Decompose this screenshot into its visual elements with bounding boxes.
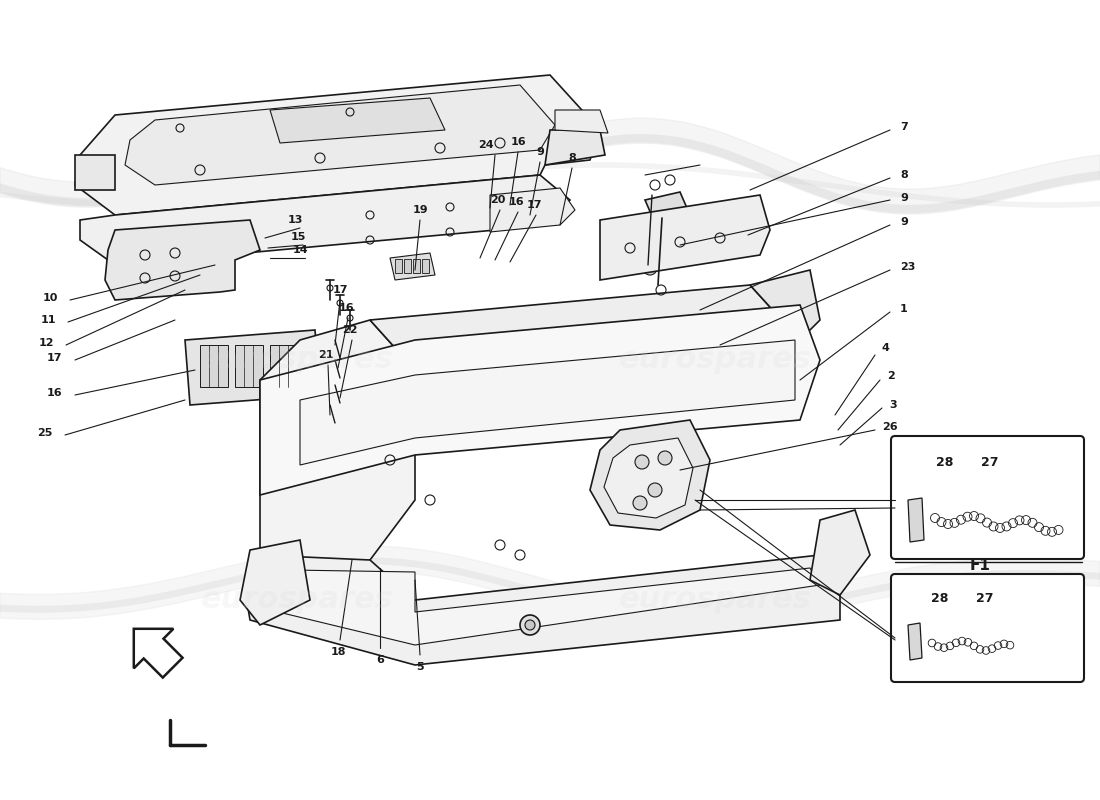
Text: 9: 9 [900, 217, 908, 227]
Polygon shape [600, 195, 770, 280]
Text: 17: 17 [332, 285, 348, 295]
Circle shape [644, 261, 657, 275]
Polygon shape [80, 175, 570, 265]
Polygon shape [260, 305, 820, 495]
Text: 14: 14 [293, 245, 308, 255]
Text: 19: 19 [412, 205, 428, 215]
Polygon shape [590, 420, 710, 530]
FancyBboxPatch shape [891, 574, 1084, 682]
Text: 13: 13 [287, 215, 303, 225]
Polygon shape [300, 340, 795, 465]
Circle shape [525, 620, 535, 630]
Polygon shape [125, 85, 556, 185]
Text: 24: 24 [478, 140, 494, 150]
Circle shape [632, 496, 647, 510]
Text: eurospares: eurospares [200, 586, 394, 614]
Polygon shape [185, 330, 320, 405]
Polygon shape [270, 568, 820, 645]
Text: 26: 26 [882, 422, 898, 432]
Bar [412, 259, 420, 273]
Text: 16: 16 [510, 137, 526, 147]
Bar [270, 345, 298, 387]
Bar [200, 345, 228, 387]
Polygon shape [544, 130, 605, 165]
Polygon shape [370, 285, 800, 405]
Polygon shape [490, 188, 575, 232]
Polygon shape [134, 629, 183, 678]
Text: 28: 28 [936, 455, 954, 469]
Polygon shape [604, 438, 693, 518]
Text: eurospares: eurospares [618, 586, 812, 614]
Text: 27: 27 [977, 591, 993, 605]
Text: 11: 11 [41, 315, 56, 325]
FancyBboxPatch shape [891, 436, 1084, 559]
Text: F1: F1 [969, 558, 990, 573]
Polygon shape [390, 253, 435, 280]
Text: 8: 8 [900, 170, 908, 180]
Text: 25: 25 [36, 428, 52, 438]
Text: 1: 1 [900, 304, 908, 314]
Polygon shape [270, 98, 446, 143]
Circle shape [635, 455, 649, 469]
Text: 9: 9 [900, 193, 908, 203]
Text: 16: 16 [338, 303, 354, 313]
Text: 9: 9 [536, 147, 543, 157]
Bar [235, 345, 263, 387]
Text: 17: 17 [46, 353, 62, 363]
Polygon shape [75, 75, 600, 215]
Text: 10: 10 [43, 293, 58, 303]
Polygon shape [556, 110, 608, 133]
Circle shape [658, 451, 672, 465]
Text: 23: 23 [900, 262, 915, 272]
Text: 18: 18 [330, 647, 345, 657]
Polygon shape [75, 155, 116, 190]
Polygon shape [645, 192, 690, 223]
Text: 17: 17 [526, 200, 541, 210]
Polygon shape [260, 320, 415, 580]
Text: 12: 12 [39, 338, 54, 348]
Text: 5: 5 [416, 662, 424, 672]
Text: 20: 20 [491, 195, 506, 205]
Text: 16: 16 [508, 197, 524, 207]
Text: 3: 3 [889, 400, 896, 410]
Text: 16: 16 [46, 388, 62, 398]
Circle shape [648, 483, 662, 497]
Bar [395, 259, 402, 273]
Polygon shape [240, 540, 310, 625]
Text: 8: 8 [568, 153, 576, 163]
Circle shape [520, 615, 540, 635]
Text: 6: 6 [376, 655, 384, 665]
Text: eurospares: eurospares [200, 346, 394, 374]
Text: 27: 27 [981, 455, 999, 469]
Bar [422, 259, 429, 273]
Text: 4: 4 [882, 343, 890, 353]
Polygon shape [750, 270, 820, 340]
Polygon shape [908, 623, 922, 660]
Text: 15: 15 [290, 232, 306, 242]
Polygon shape [104, 220, 260, 300]
Text: 7: 7 [900, 122, 908, 132]
Polygon shape [908, 498, 924, 542]
Polygon shape [810, 510, 870, 595]
Text: 28: 28 [932, 591, 948, 605]
Text: eurospares: eurospares [618, 346, 812, 374]
Text: 2: 2 [887, 371, 894, 381]
Text: 21: 21 [318, 350, 333, 360]
Text: 22: 22 [342, 325, 358, 335]
Polygon shape [245, 555, 840, 665]
Bar [404, 259, 411, 273]
